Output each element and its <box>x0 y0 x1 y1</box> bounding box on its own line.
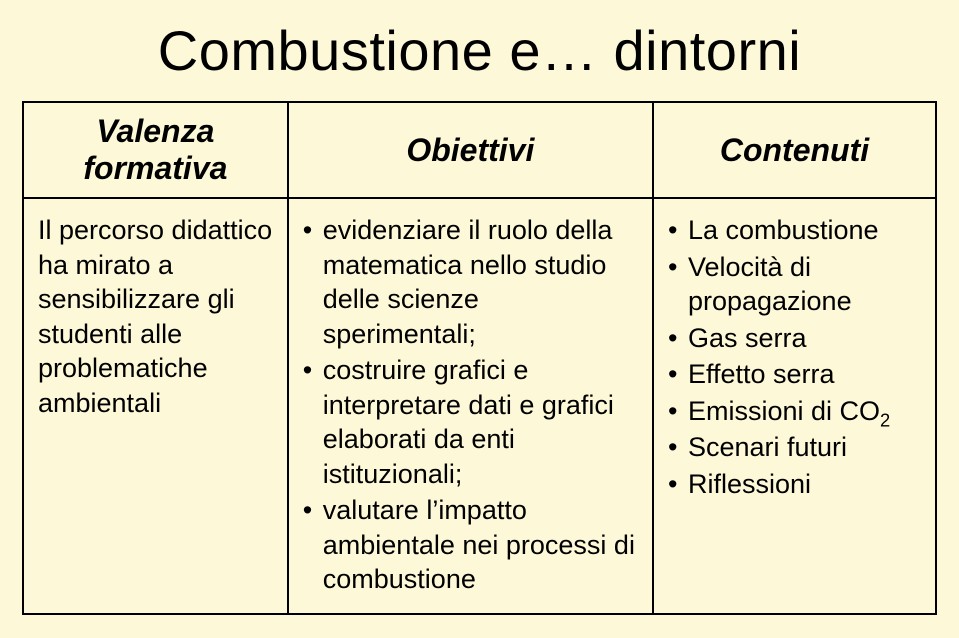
obiettivi-list: evidenziare il ruolo della matematica ne… <box>303 213 638 597</box>
slide-title: Combustione e… dintorni <box>22 18 937 83</box>
list-item-text: Riflessioni <box>688 469 811 499</box>
header-valenza: Valenza formativa <box>23 102 288 198</box>
list-item: Velocità di propagazione <box>668 250 921 319</box>
list-item-text: Effetto serra <box>688 359 835 389</box>
list-item: evidenziare il ruolo della matematica ne… <box>303 213 638 351</box>
slide: Combustione e… dintorni Valenza formativ… <box>0 0 959 638</box>
valenza-text: Il percorso didattico ha mirato a sensib… <box>38 213 273 420</box>
contenuti-list: La combustione Velocità di propagazione … <box>668 213 921 501</box>
list-item: Scenari futuri <box>668 430 921 465</box>
cell-obiettivi: evidenziare il ruolo della matematica ne… <box>288 198 653 614</box>
table-body-row: Il percorso didattico ha mirato a sensib… <box>23 198 936 614</box>
list-item: Riflessioni <box>668 467 921 502</box>
cell-valenza: Il percorso didattico ha mirato a sensib… <box>23 198 288 614</box>
cell-contenuti: La combustione Velocità di propagazione … <box>653 198 936 614</box>
list-item-text: costruire grafici e interpretare dati e … <box>323 355 614 489</box>
list-item-text: Gas serra <box>688 323 807 353</box>
list-item-text: valutare l’impatto ambientale nei proces… <box>323 495 635 594</box>
list-item: La combustione <box>668 213 921 248</box>
list-item-text: Scenari futuri <box>688 432 847 462</box>
list-item: Emissioni di CO2 <box>668 394 921 429</box>
subscript-2: 2 <box>880 409 890 430</box>
list-item: Effetto serra <box>668 357 921 392</box>
list-item: costruire grafici e interpretare dati e … <box>303 353 638 491</box>
header-obiettivi: Obiettivi <box>288 102 653 198</box>
list-item-text: evidenziare il ruolo della matematica ne… <box>323 215 613 349</box>
content-table: Valenza formativa Obiettivi Contenuti Il… <box>22 101 937 615</box>
list-item-text: Velocità di propagazione <box>688 252 852 317</box>
list-item-text: La combustione <box>688 215 879 245</box>
header-contenuti: Contenuti <box>653 102 936 198</box>
table-header-row: Valenza formativa Obiettivi Contenuti <box>23 102 936 198</box>
list-item-text: Emissioni di CO <box>688 396 880 426</box>
list-item: valutare l’impatto ambientale nei proces… <box>303 493 638 597</box>
list-item: Gas serra <box>668 321 921 356</box>
